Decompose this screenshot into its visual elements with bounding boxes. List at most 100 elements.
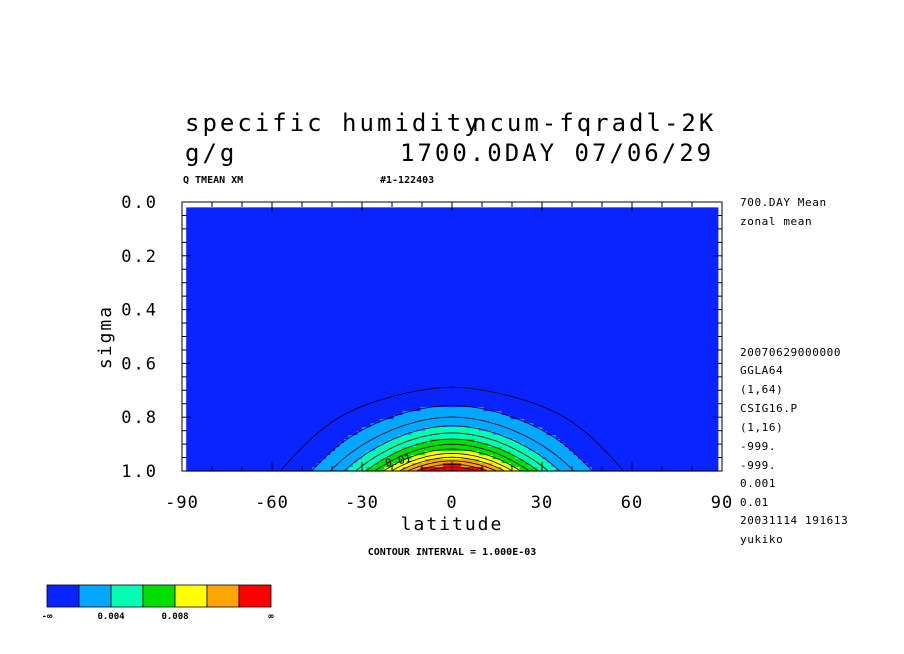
humidity-cell (379, 267, 386, 272)
humidity-cell (659, 347, 665, 352)
humidity-cell (564, 311, 570, 316)
humidity-cell (474, 271, 480, 276)
humidity-cell (645, 247, 651, 252)
humidity-cell (415, 283, 422, 288)
humidity-cell (393, 335, 399, 340)
humidity-cell (429, 347, 435, 352)
humidity-cell (195, 323, 201, 328)
humidity-cell (636, 219, 642, 224)
humidity-cell (258, 291, 264, 296)
humidity-cell (424, 295, 431, 300)
humidity-cell (546, 215, 552, 220)
humidity-cell (321, 211, 327, 216)
humidity-cell (316, 307, 322, 312)
humidity-cell (321, 319, 327, 324)
humidity-cell (240, 371, 246, 376)
humidity-cell (321, 295, 327, 300)
humidity-cell (488, 299, 494, 304)
humidity-cell (213, 263, 219, 268)
humidity-cell (636, 347, 642, 352)
humidity-cell (420, 355, 426, 360)
humidity-cell (510, 279, 516, 284)
humidity-cell (271, 255, 277, 260)
humidity-cell (195, 227, 201, 232)
humidity-cell (483, 223, 489, 228)
humidity-cell (316, 251, 322, 256)
humidity-cell (361, 251, 368, 256)
humidity-cell (249, 263, 255, 268)
humidity-cell (294, 307, 300, 312)
humidity-cell (357, 275, 363, 280)
humidity-cell (465, 235, 471, 240)
humidity-cell (339, 219, 345, 224)
humidity-cell (708, 235, 714, 240)
humidity-cell (510, 207, 516, 212)
humidity-cell (627, 207, 633, 212)
humidity-cell (497, 291, 503, 296)
humidity-cell (199, 315, 205, 320)
humidity-cell (294, 303, 300, 308)
humidity-cell (465, 339, 471, 344)
humidity-cell (253, 271, 259, 276)
humidity-cell (271, 227, 277, 232)
humidity-cell (483, 207, 489, 212)
humidity-cell (551, 371, 557, 376)
humidity-cell (506, 295, 512, 300)
humidity-cell (334, 367, 340, 372)
humidity-cell (609, 255, 615, 260)
humidity-cell (672, 331, 678, 336)
humidity-cell (361, 207, 368, 212)
humidity-cell (537, 363, 543, 368)
humidity-cell (591, 363, 597, 368)
humidity-cell (456, 263, 462, 268)
humidity-cell (388, 255, 395, 260)
humidity-cell (627, 215, 633, 220)
humidity-cell (632, 275, 638, 280)
humidity-cell (361, 319, 368, 324)
humidity-cell (465, 207, 471, 212)
humidity-cell (244, 323, 250, 328)
humidity-cell (402, 355, 408, 360)
humidity-cell (370, 243, 377, 248)
humidity-cell (429, 211, 435, 216)
humidity-cell (186, 267, 192, 272)
humidity-cell (636, 371, 642, 376)
humidity-cell (226, 311, 232, 316)
humidity-cell (623, 303, 629, 308)
humidity-cell (411, 303, 417, 308)
humidity-cell (605, 235, 611, 240)
humidity-cell (339, 223, 345, 228)
humidity-cell (605, 251, 611, 256)
humidity-cell (379, 287, 386, 292)
humidity-cell (636, 323, 642, 328)
humidity-cell (506, 255, 512, 260)
humidity-cell (686, 263, 692, 268)
humidity-cell (186, 215, 192, 220)
humidity-cell (357, 283, 363, 288)
humidity-cell (533, 211, 539, 216)
humidity-cell (447, 363, 453, 368)
humidity-cell (208, 323, 214, 328)
humidity-cell (573, 303, 579, 308)
humidity-cell (470, 247, 476, 252)
humidity-cell (384, 279, 390, 284)
humidity-cell (528, 315, 534, 320)
humidity-cell (533, 367, 539, 372)
humidity-cell (609, 295, 615, 300)
humidity-cell (528, 279, 534, 284)
humidity-cell (271, 359, 277, 364)
humidity-cell (334, 375, 340, 380)
humidity-cell (542, 239, 548, 244)
humidity-cell (492, 363, 498, 368)
humidity-cell (704, 259, 710, 264)
humidity-cell (289, 303, 295, 308)
humidity-cell (321, 375, 327, 380)
humidity-cell (699, 215, 705, 220)
humidity-cell (424, 251, 431, 256)
humidity-cell (596, 255, 602, 260)
humidity-cell (546, 207, 552, 212)
humidity-cell (208, 367, 214, 372)
humidity-cell (542, 291, 548, 296)
humidity-cell (659, 215, 665, 220)
humidity-cell (186, 359, 192, 364)
